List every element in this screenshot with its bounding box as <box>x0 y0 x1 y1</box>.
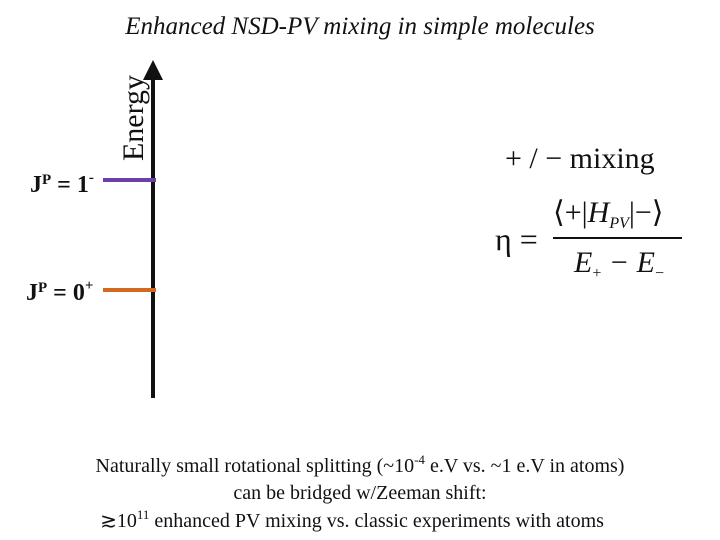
slide-title: Enhanced NSD-PV mixing in simple molecul… <box>124 13 595 40</box>
level-j: J <box>26 280 38 306</box>
energy-symbol: E <box>573 246 592 279</box>
ket: |−⟩ <box>629 196 664 229</box>
caption-text: enhanced PV mixing vs. classic experimen… <box>149 510 604 532</box>
level-p: P <box>42 172 51 188</box>
caption-text: Naturally small rotational splitting (~1… <box>96 455 415 477</box>
caption-text: ≳10 <box>100 510 137 532</box>
level-value: = 0 <box>47 280 85 306</box>
caption-line: can be bridged w/Zeeman shift: <box>233 482 486 504</box>
equation-numerator: ⟨+|HPV|−⟩ <box>553 196 664 232</box>
axis-label: Energy <box>117 75 150 161</box>
caption-superscript: -4 <box>414 452 425 467</box>
level-j: J <box>30 172 42 198</box>
operator: H <box>587 196 612 229</box>
level-parity: - <box>89 170 94 186</box>
level-label: JP = 1- <box>30 170 94 198</box>
operator-subscript: PV <box>608 215 631 232</box>
level-parity: + <box>85 278 94 294</box>
equation-denominator: E+ − E− <box>573 246 664 282</box>
energy-subscript: − <box>655 265 664 282</box>
caption-line: Naturally small rotational splitting (~1… <box>96 452 625 477</box>
caption-text: e.V vs. ~1 e.V in atoms) <box>425 455 625 477</box>
axis-arrowhead <box>143 60 163 80</box>
equation-lhs: η = <box>495 221 538 257</box>
level-label: JP = 0+ <box>26 278 93 306</box>
caption-line: ≳1011 enhanced PV mixing vs. classic exp… <box>100 507 604 532</box>
caption-superscript: 11 <box>137 507 150 522</box>
level-value: = 1 <box>51 172 89 198</box>
energy-symbol: − E <box>601 246 655 279</box>
energy-subscript: + <box>592 265 601 282</box>
equation-heading: + / − mixing <box>505 142 655 175</box>
bra: ⟨+| <box>553 196 588 229</box>
level-p: P <box>38 280 47 296</box>
